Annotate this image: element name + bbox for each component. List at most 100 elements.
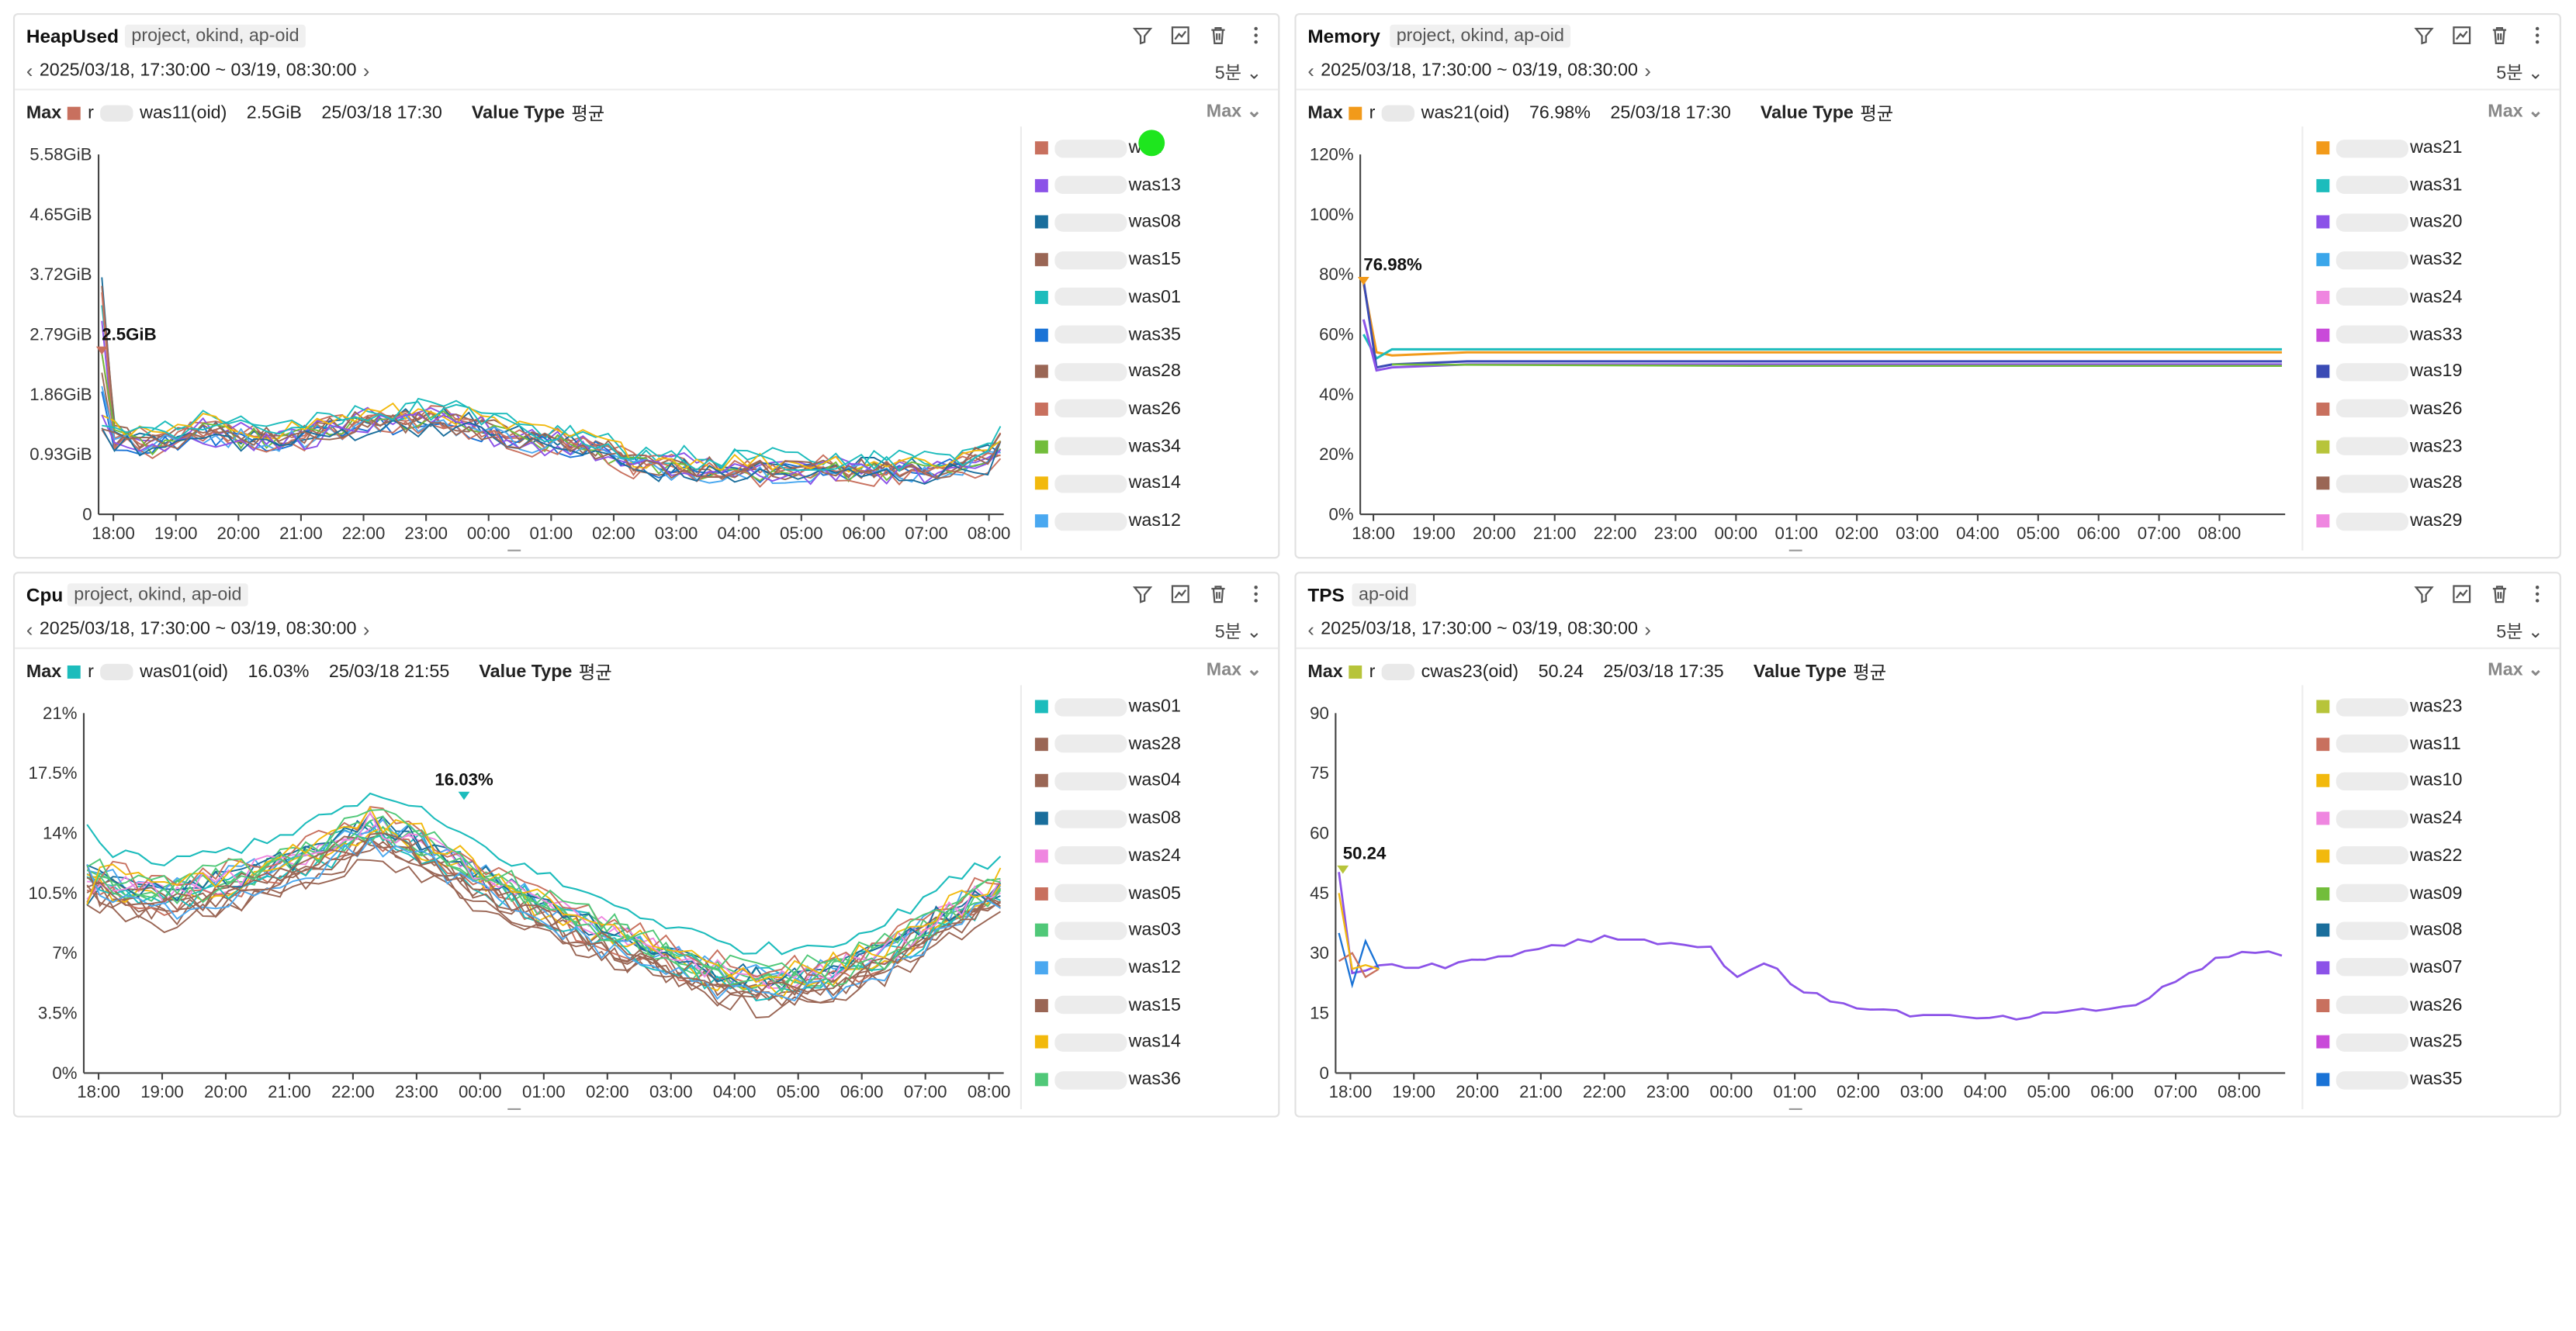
legend-item[interactable]: was28	[2316, 474, 2462, 493]
legend-item[interactable]: was24	[2316, 287, 2463, 307]
x-tick-label: 01:00	[1773, 1082, 1816, 1101]
chevron-right-icon[interactable]: ›	[1644, 59, 1651, 82]
more-vertical-icon[interactable]	[1244, 23, 1269, 48]
series-line	[1391, 363, 2282, 368]
chevron-left-icon[interactable]: ‹	[1307, 59, 1314, 82]
interval-select[interactable]: 5분 ⌄	[1214, 64, 1262, 85]
legend-item[interactable]: was09	[2316, 883, 2462, 903]
legend-item[interactable]: was26	[2316, 399, 2462, 419]
legend-item[interactable]: was15	[1034, 995, 1181, 1015]
legend-item[interactable]: was33	[2316, 324, 2462, 344]
legend-item[interactable]: was35	[1034, 324, 1181, 344]
chevron-left-icon[interactable]: ‹	[1307, 617, 1314, 641]
tps-widget: TPS ap-oid ‹ 2025/03/18, 17:30:00 ~ 03/19, …	[1294, 572, 2561, 1118]
chart[interactable]: 90 75 60 45 30 15 0 18:00 19:00 20:00 21:00 22:00 23…	[1297, 685, 2302, 1115]
aggregation-select[interactable]: Max ⌄	[1206, 102, 1262, 122]
legend-item[interactable]: was12	[1034, 958, 1181, 977]
chevron-right-icon[interactable]: ›	[362, 617, 370, 641]
legend-item[interactable]: was12	[1034, 511, 1181, 531]
trash-icon[interactable]	[1206, 23, 1231, 48]
filter-icon[interactable]	[1130, 582, 1155, 607]
redacted-text	[2335, 697, 2408, 716]
legend-item[interactable]: was26	[1034, 399, 1181, 419]
legend-label: was19	[2410, 361, 2463, 382]
legend-item[interactable]: was36	[1034, 1070, 1181, 1090]
filter-icon[interactable]	[2412, 582, 2436, 607]
legend-item[interactable]: was15	[1034, 250, 1181, 270]
chevron-left-icon[interactable]: ‹	[26, 59, 33, 82]
legend-item[interactable]: was13	[1034, 175, 1181, 195]
legend-item[interactable]: was05	[1034, 883, 1181, 903]
legend-swatch	[2316, 365, 2330, 379]
legend-item[interactable]: was23	[2316, 697, 2462, 717]
legend-item[interactable]: was10	[2316, 771, 2462, 791]
widget-tags: ap-oid	[1352, 583, 1416, 607]
interval-select[interactable]: 5분 ⌄	[1214, 622, 1262, 643]
legend-item[interactable]: was32	[2316, 250, 2462, 270]
legend-item[interactable]: was14	[1034, 1032, 1181, 1052]
legend-item[interactable]: was14	[1034, 474, 1181, 493]
chart-icon[interactable]	[2450, 23, 2474, 48]
filter-icon[interactable]	[1130, 23, 1155, 48]
legend-item[interactable]: was24	[1034, 846, 1181, 866]
legend-item[interactable]: was11	[2316, 734, 2461, 754]
chart[interactable]: 21% 17.5% 14% 10.5% 7% 3.5% 0% 18:00 19:00 20:00 2…	[15, 685, 1020, 1115]
more-vertical-icon[interactable]	[1244, 582, 1269, 607]
more-vertical-icon[interactable]	[2525, 23, 2550, 48]
legend-label: was24	[2410, 287, 2463, 307]
legend-item[interactable]: was26	[2316, 995, 2462, 1015]
chart[interactable]: 120% 100% 80% 60% 40% 20% 0% 18:00 19:00 20:00 21:…	[1297, 126, 2302, 557]
chevron-right-icon[interactable]: ›	[1644, 617, 1651, 641]
chart-icon[interactable]	[1168, 23, 1193, 48]
legend-item[interactable]: was08	[2316, 921, 2462, 940]
time-range-text[interactable]: 2025/03/18, 17:30:00 ~ 03/19, 08:30:00	[1321, 60, 1638, 81]
aggregation-select[interactable]: Max ⌄	[2488, 102, 2543, 122]
legend-item[interactable]: was29	[2316, 511, 2462, 531]
x-tick-label: 22:00	[1594, 524, 1637, 543]
legend-item[interactable]: was34	[1034, 437, 1181, 456]
legend-item[interactable]: was04	[1034, 771, 1181, 791]
legend-item[interactable]: was07	[2316, 958, 2462, 977]
legend-item[interactable]: was31	[2316, 175, 2462, 195]
legend-item[interactable]: was25	[2316, 1032, 2462, 1052]
legend-item[interactable]: was20	[2316, 213, 2462, 233]
divider	[1296, 88, 2560, 91]
time-range-text[interactable]: 2025/03/18, 17:30:00 ~ 03/19, 08:30:00	[1321, 619, 1638, 640]
chevron-right-icon[interactable]: ›	[362, 59, 370, 82]
legend-item[interactable]: was08	[1034, 809, 1181, 828]
filter-icon[interactable]	[2412, 23, 2436, 48]
legend-item[interactable]: was01	[1034, 697, 1181, 717]
x-tick-label: 22:00	[331, 1082, 375, 1101]
aggregation-select[interactable]: Max ⌄	[1206, 660, 1262, 681]
value-type-label: Value Type	[1760, 103, 1854, 123]
widget-title: HeapUsed	[26, 28, 119, 48]
y-tick-label: 3.5%	[38, 1003, 78, 1022]
legend-item[interactable]: was21	[2316, 138, 2462, 157]
legend-item[interactable]: was24	[2316, 809, 2462, 828]
time-range-text[interactable]: 2025/03/18, 17:30:00 ~ 03/19, 08:30:00	[39, 60, 357, 81]
interval-select[interactable]: 5분 ⌄	[2496, 622, 2543, 643]
series-line	[101, 320, 1001, 478]
more-vertical-icon[interactable]	[2525, 582, 2550, 607]
legend-item[interactable]: was35	[2316, 1070, 2462, 1090]
time-range-text[interactable]: 2025/03/18, 17:30:00 ~ 03/19, 08:30:00	[39, 619, 357, 640]
legend-item[interactable]: was19	[2316, 361, 2463, 382]
legend-item[interactable]: was23	[2316, 437, 2462, 456]
legend-item[interactable]: was22	[2316, 846, 2462, 866]
legend-item[interactable]: was28	[1034, 361, 1181, 382]
chart-icon[interactable]	[2450, 582, 2474, 607]
legend-item[interactable]: was01	[1034, 287, 1181, 307]
chart-icon[interactable]	[1168, 582, 1193, 607]
legend-swatch	[2316, 849, 2330, 863]
chart[interactable]: 5.58GiB 4.65GiB 3.72GiB 2.79GiB 1.86GiB 0.93G…	[15, 126, 1020, 557]
trash-icon[interactable]	[2488, 23, 2512, 48]
trash-icon[interactable]	[2488, 582, 2512, 607]
interval-select[interactable]: 5분 ⌄	[2496, 64, 2543, 85]
chevron-left-icon[interactable]: ‹	[26, 617, 33, 641]
trash-icon[interactable]	[1206, 582, 1231, 607]
legend-item[interactable]: was08	[1034, 213, 1181, 233]
aggregation-select[interactable]: Max ⌄	[2488, 660, 2543, 681]
legend-item[interactable]: was28	[1034, 734, 1181, 754]
legend-item[interactable]: was03	[1034, 921, 1181, 940]
redacted-text	[1054, 251, 1127, 269]
